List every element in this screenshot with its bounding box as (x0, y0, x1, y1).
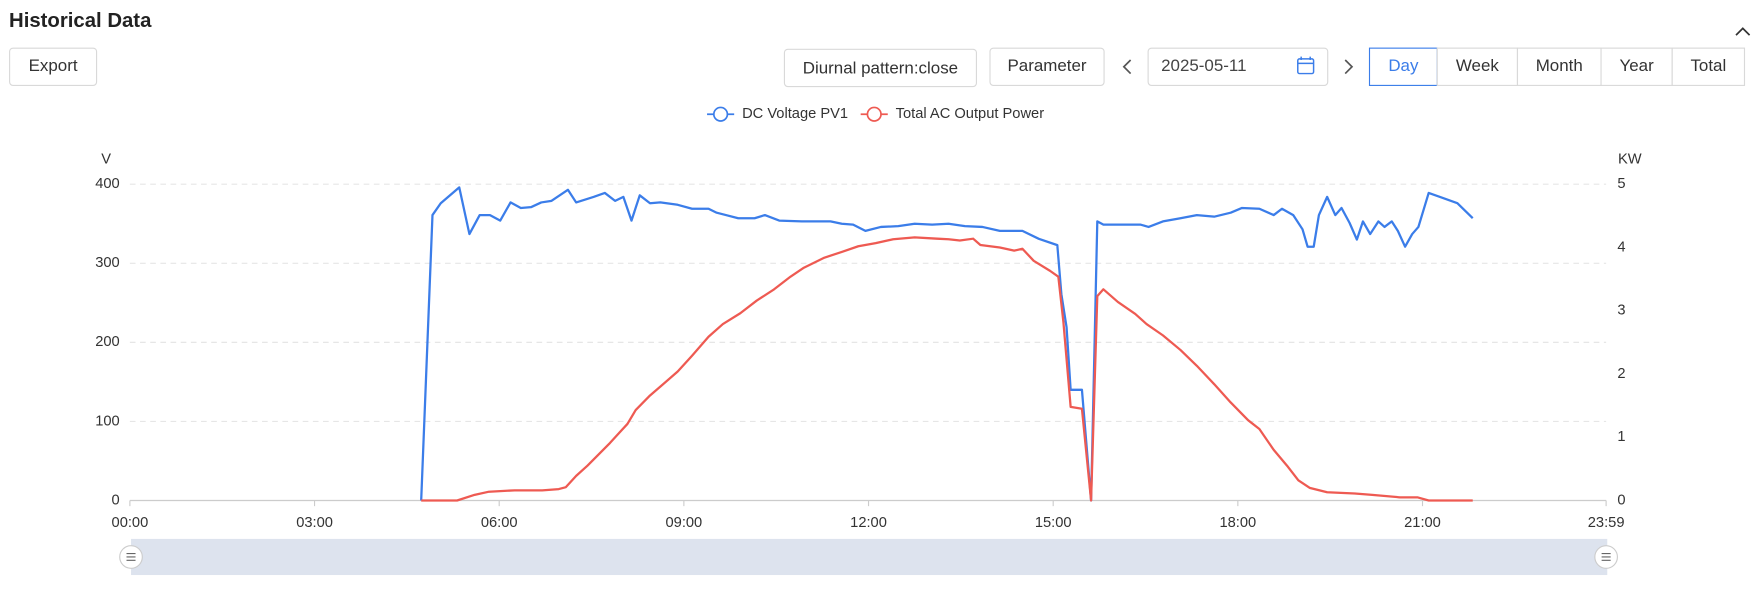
legend-item[interactable]: DC Voltage PV1 (707, 106, 848, 122)
y-axis-label: V (101, 151, 111, 167)
x-tick-label: 12:00 (850, 515, 887, 531)
y-tick-label: 400 (95, 176, 119, 192)
y2-tick-label: 0 (1617, 492, 1625, 508)
diurnal-button[interactable]: Diurnal pattern:close (783, 48, 978, 88)
next-icon[interactable] (1344, 59, 1354, 75)
x-tick-label: 23:59 (1588, 515, 1625, 531)
period-button[interactable]: Week (1436, 47, 1519, 86)
y2-tick-label: 1 (1617, 429, 1625, 445)
y-tick-label: 200 (95, 334, 119, 350)
export-label: Export (29, 56, 78, 75)
diurnal-label: Diurnal pattern:close (803, 59, 958, 78)
period-box (1600, 47, 1673, 86)
y2-tick-label: 2 (1617, 366, 1625, 382)
export-button[interactable]: Export (9, 47, 98, 86)
y2-tick-label: 4 (1617, 239, 1625, 255)
page-title: Historical Data (9, 10, 152, 32)
period-box (1436, 47, 1519, 86)
x-tick-label: 06:00 (481, 515, 518, 531)
x-tick-label: 09:00 (666, 515, 703, 531)
period-label: Month (1536, 56, 1583, 75)
x-tick-label: 00:00 (112, 515, 149, 531)
series-line (421, 236, 1473, 502)
period-button[interactable]: Day (1368, 47, 1438, 86)
period-box (1368, 47, 1438, 86)
y-tick-label: 100 (95, 413, 119, 429)
x-tick-label: 21:00 (1404, 515, 1441, 531)
calendar-icon (1297, 56, 1315, 75)
period-label: Week (1456, 56, 1500, 75)
zoom-slider[interactable] (119, 538, 1618, 576)
chart: V KW 0 100 200 300 400 0 1 2 3 4 5 00:00 03:00 06:00 09:… (95, 106, 1642, 531)
prev-icon[interactable] (1122, 59, 1132, 75)
parameter-button[interactable]: Parameter (989, 47, 1105, 86)
legend-item[interactable]: Total AC Output Power (860, 106, 1045, 122)
y2-tick-label: 3 (1617, 303, 1625, 319)
x-tick-label: 18:00 (1219, 515, 1256, 531)
period-button[interactable]: Year (1600, 47, 1673, 86)
y-tick-label: 0 (112, 492, 120, 508)
period-box (1671, 47, 1746, 86)
series-line (420, 186, 1474, 502)
legend-marker (712, 106, 729, 122)
period-box (1516, 47, 1602, 86)
date-value: 2025-05-11 (1161, 56, 1246, 75)
period-group: Day Week Month Year Total (1368, 47, 1746, 86)
y-tick-label: 300 (95, 255, 119, 271)
y2-axis-label: KW (1618, 151, 1642, 167)
period-label: Total (1690, 56, 1726, 75)
x-tick-label: 03:00 (296, 515, 333, 531)
date-picker[interactable]: 2025-05-11 (1147, 47, 1329, 86)
period-button[interactable]: Total (1671, 47, 1746, 86)
legend-label: DC Voltage PV1 (742, 106, 848, 122)
legend-label: Total AC Output Power (896, 106, 1045, 122)
collapse-icon[interactable] (1735, 27, 1751, 36)
period-label: Day (1388, 56, 1419, 75)
parameter-label: Parameter (1007, 56, 1086, 75)
legend-marker (866, 106, 882, 122)
x-tick-label: 15:00 (1035, 515, 1072, 531)
period-button[interactable]: Month (1516, 47, 1602, 86)
period-label: Year (1620, 56, 1655, 75)
y2-tick-label: 5 (1617, 176, 1625, 192)
